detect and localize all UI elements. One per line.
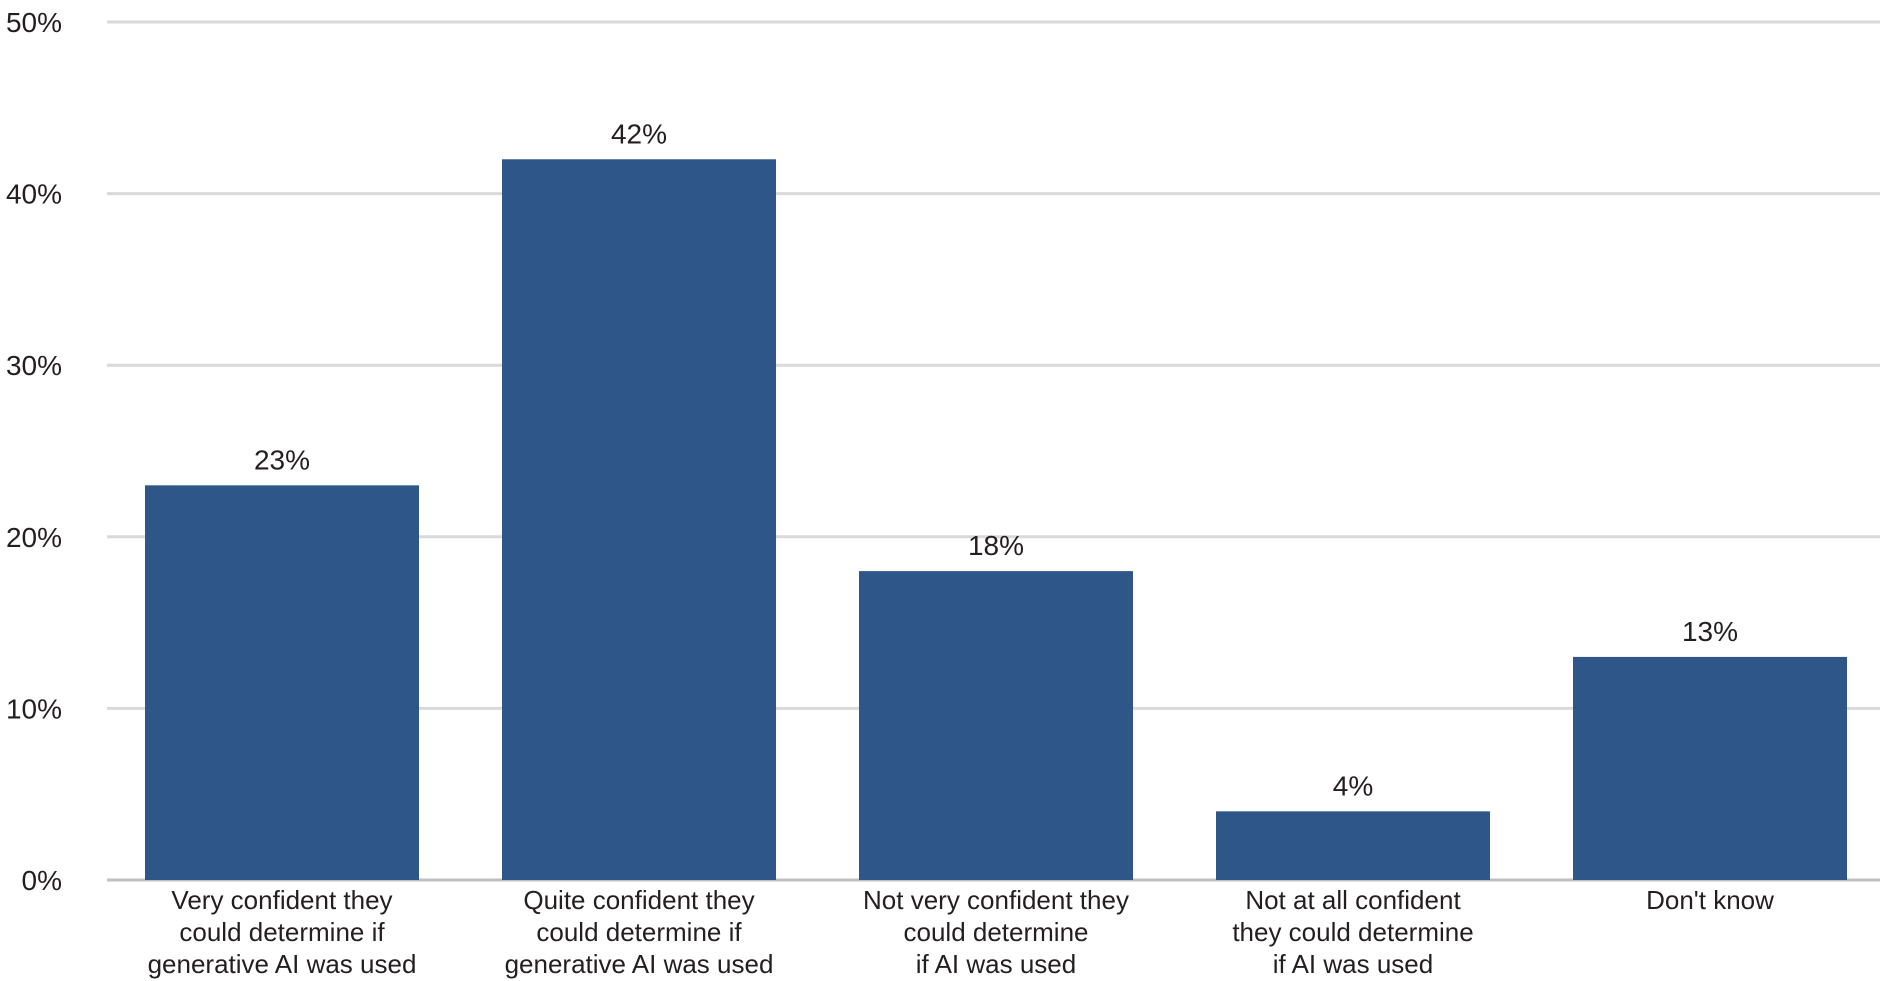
x-axis-labels: Very confident they could determine if gen… xyxy=(148,885,1775,979)
bar xyxy=(859,571,1133,880)
data-label: 13% xyxy=(1682,616,1738,647)
y-axis-ticks: 0% 10% 20% 30% 40% 50% xyxy=(6,7,62,896)
data-label: 18% xyxy=(968,530,1024,561)
x-category-label: Very confident they could determine if gen… xyxy=(148,885,417,979)
bars xyxy=(145,159,1847,880)
y-tick-label: 40% xyxy=(6,179,62,210)
x-category-label: Not very confident they could determine if… xyxy=(863,885,1129,979)
data-label: 4% xyxy=(1333,770,1373,801)
y-tick-label: 0% xyxy=(22,865,62,896)
bar xyxy=(145,485,419,880)
bar xyxy=(1573,656,1847,880)
y-tick-label: 30% xyxy=(6,350,62,381)
y-tick-label: 20% xyxy=(6,522,62,553)
x-category-label: Not at all confident they could determine… xyxy=(1232,885,1473,979)
y-tick-label: 50% xyxy=(6,7,62,38)
bar xyxy=(1216,811,1490,880)
bar xyxy=(502,159,776,880)
x-category-label: Quite confident they could determine if ge… xyxy=(505,885,774,979)
x-category-label: Don't know xyxy=(1646,885,1774,915)
y-tick-label: 10% xyxy=(6,693,62,724)
data-label: 42% xyxy=(611,118,667,149)
data-label: 23% xyxy=(254,444,310,475)
data-labels: 23% 42% 18% 4% 13% xyxy=(254,118,1738,801)
